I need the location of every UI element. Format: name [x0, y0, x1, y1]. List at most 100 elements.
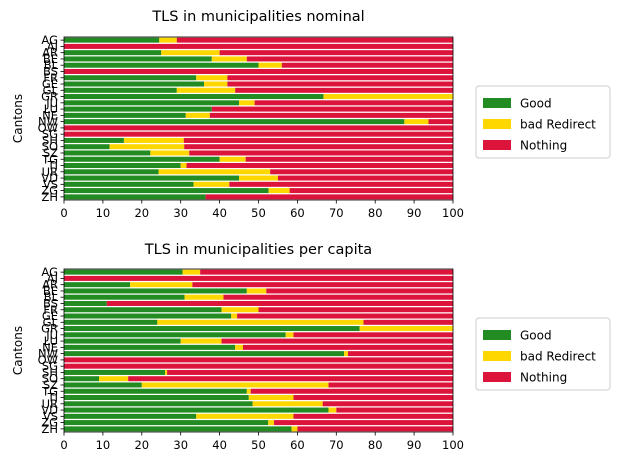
bar-nothing-so [128, 376, 453, 382]
bar-bad-redirect-ti [180, 163, 187, 169]
bar-nothing-nw [347, 351, 453, 357]
legend-swatch-bad-redirect [483, 351, 511, 361]
bar-bad-redirect-ju [239, 100, 255, 106]
bar-nothing-ju [254, 100, 453, 106]
y-tick-label: VS [43, 409, 58, 423]
y-tick-label: LU [44, 334, 58, 348]
bar-nothing-tg [250, 388, 453, 394]
bar-bad-redirect-so [99, 376, 129, 382]
bar-nothing-bl [223, 294, 453, 300]
bar-bad-redirect-ne [235, 344, 243, 350]
y-axis-label: Cantons [11, 94, 25, 143]
y-tick-label: SG [42, 359, 58, 373]
x-tick-label: 70 [329, 206, 344, 220]
x-tick-label: 40 [212, 206, 227, 220]
y-tick-label: SG [42, 127, 58, 141]
bar-nothing-ti [186, 163, 453, 169]
y-tick-label: GR [41, 322, 58, 336]
bar-nothing-gl [235, 87, 453, 93]
x-tick-label: 90 [407, 206, 422, 220]
y-tick-label: UR [42, 165, 58, 179]
bar-nothing-ag [176, 37, 453, 43]
bar-good-lu [64, 106, 212, 112]
y-tick-label: BS [43, 64, 58, 78]
x-tick-label: 50 [251, 438, 266, 452]
y-tick-label: BE [43, 52, 58, 66]
bar-bad-redirect-ti [248, 395, 294, 401]
y-tick-label: NW [38, 347, 58, 361]
bar-good-bs [64, 300, 107, 306]
bar-good-ge [64, 313, 232, 319]
bar-good-ar [64, 282, 131, 288]
bar-bad-redirect-be [246, 288, 267, 294]
bar-bad-redirect-ag [182, 269, 201, 275]
bar-good-ar [64, 50, 162, 56]
bar-good-ju [64, 100, 240, 106]
bar-bad-redirect-ar [161, 50, 220, 56]
legend-swatch-nothing [483, 372, 511, 382]
x-tick-label: 20 [134, 438, 149, 452]
bar-bad-redirect-fr [221, 307, 259, 313]
x-tick-label: 30 [173, 206, 188, 220]
bar-good-nw [64, 351, 345, 357]
y-tick-label: NW [38, 115, 58, 129]
bar-bad-redirect-vd [328, 407, 337, 413]
chart-per-capita: TLS in municipalities per capita AGAIARBE… [11, 242, 611, 452]
legend-label: bad Redirect [520, 350, 596, 364]
x-axis: 0 10 20 30 40 50 60 70 80 90 100 [60, 200, 464, 220]
bars [64, 269, 453, 432]
bar-nothing-vs [293, 413, 453, 419]
y-tick-label: JU [45, 96, 58, 110]
y-tick-label: BE [43, 284, 58, 298]
y-tick-label: ZH [41, 190, 58, 204]
bar-nothing-gl [363, 319, 453, 325]
bar-bad-redirect-tg [246, 388, 251, 394]
bar-good-ne [64, 112, 186, 118]
bar-bad-redirect-zg [268, 188, 290, 194]
y-tick-label: NE [42, 340, 58, 354]
bar-good-ne [64, 344, 236, 350]
bar-bad-redirect-ur [158, 169, 271, 175]
bar-good-ur [64, 401, 253, 407]
legend-label: Good [520, 329, 552, 343]
bar-nothing-ju [293, 332, 453, 338]
bar-bad-redirect-gl [176, 87, 236, 93]
chart-title: TLS in municipalities nominal [151, 9, 364, 25]
bar-good-bl [64, 62, 259, 68]
bar-nothing-fr [258, 307, 453, 313]
x-tick-label: 50 [251, 206, 266, 220]
bar-nothing-ag [200, 269, 453, 275]
bar-bad-redirect-lu [180, 338, 222, 344]
y-tick-label: BL [44, 58, 59, 72]
bar-good-vd [64, 175, 240, 181]
y-tick-label: SZ [43, 146, 58, 160]
x-tick-label: 0 [60, 438, 67, 452]
bar-good-sh [64, 137, 124, 143]
legend: Good bad Redirect Nothing [475, 317, 611, 391]
y-axis-label: Cantons [11, 326, 25, 375]
y-tick-label: VD [41, 171, 58, 185]
y-tick-label: SH [42, 133, 58, 147]
bar-bad-redirect-nw [404, 119, 429, 125]
bar-good-ti [64, 163, 181, 169]
x-tick-label: 60 [290, 206, 305, 220]
bar-good-vs [64, 413, 197, 419]
bar-good-be [64, 288, 247, 294]
bar-nothing-ge [227, 81, 453, 87]
legend-label: Good [520, 97, 552, 111]
bar-nothing-vd [336, 407, 453, 413]
bar-good-ge [64, 81, 205, 87]
bar-bad-redirect-bl [258, 62, 282, 68]
bar-good-zh [64, 426, 292, 432]
legend-label: bad Redirect [520, 118, 596, 132]
y-tick-label: AI [47, 271, 58, 285]
bar-bad-redirect-ur [252, 401, 323, 407]
bar-nothing-zg [274, 420, 453, 426]
y-tick-label: GR [41, 90, 58, 104]
bars [64, 37, 454, 200]
y-tick-label: ZG [41, 184, 58, 198]
bar-nothing-bs [106, 300, 453, 306]
bar-bad-redirect-sh [165, 369, 168, 375]
bar-nothing-lu [211, 106, 453, 112]
bar-good-bl [64, 294, 185, 300]
